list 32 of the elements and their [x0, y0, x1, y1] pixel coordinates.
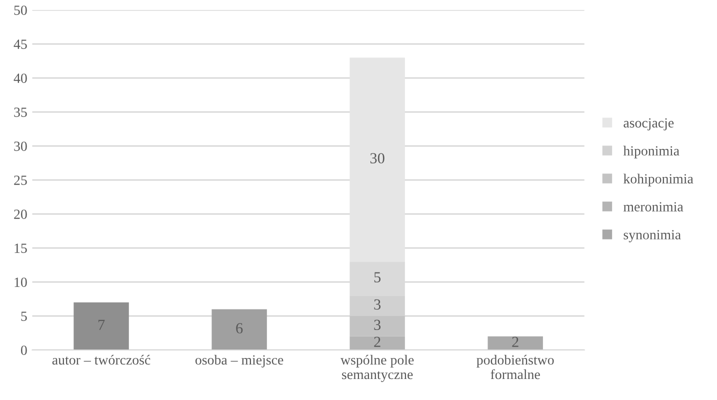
data-label: 2 — [512, 336, 518, 347]
bar — [212, 309, 267, 350]
legend-label: meronimia — [624, 202, 684, 212]
legend-label: kohiponimia — [623, 174, 694, 186]
y-tick-label: 45 — [14, 40, 27, 49]
legend-label: synonimia — [624, 230, 681, 242]
bar — [488, 336, 543, 350]
bar — [74, 302, 129, 350]
y-tick-label: 20 — [14, 210, 27, 219]
data-label: 5 — [374, 272, 381, 282]
data-label: 30 — [370, 153, 384, 164]
data-label: 3 — [374, 320, 381, 330]
bar — [350, 316, 405, 336]
legend-label: asocjacje — [624, 118, 674, 130]
y-tick-label: 15 — [14, 244, 27, 253]
x-tick-label: wspólne pole semantyczne — [340, 354, 414, 382]
bar — [350, 336, 405, 350]
y-tick-label: 10 — [14, 278, 27, 287]
y-tick-label: 35 — [14, 108, 27, 117]
legend-label: hiponimia — [623, 146, 680, 158]
x-tick-label: autor – twórczość — [52, 354, 150, 365]
y-tick-label: 50 — [14, 6, 27, 15]
y-tick-label: 30 — [14, 142, 27, 151]
y-tick-label: 25 — [14, 176, 27, 185]
x-tick-label: podobieństwo formalne — [476, 354, 554, 380]
y-tick-label: 0 — [20, 346, 27, 355]
data-label: 3 — [374, 299, 381, 310]
y-tick-label: 40 — [14, 74, 27, 83]
data-label: 6 — [236, 323, 243, 334]
data-label: 2 — [374, 336, 380, 347]
x-tick-label: osoba – miejsce — [195, 354, 284, 368]
y-tick-label: 5 — [21, 312, 27, 321]
